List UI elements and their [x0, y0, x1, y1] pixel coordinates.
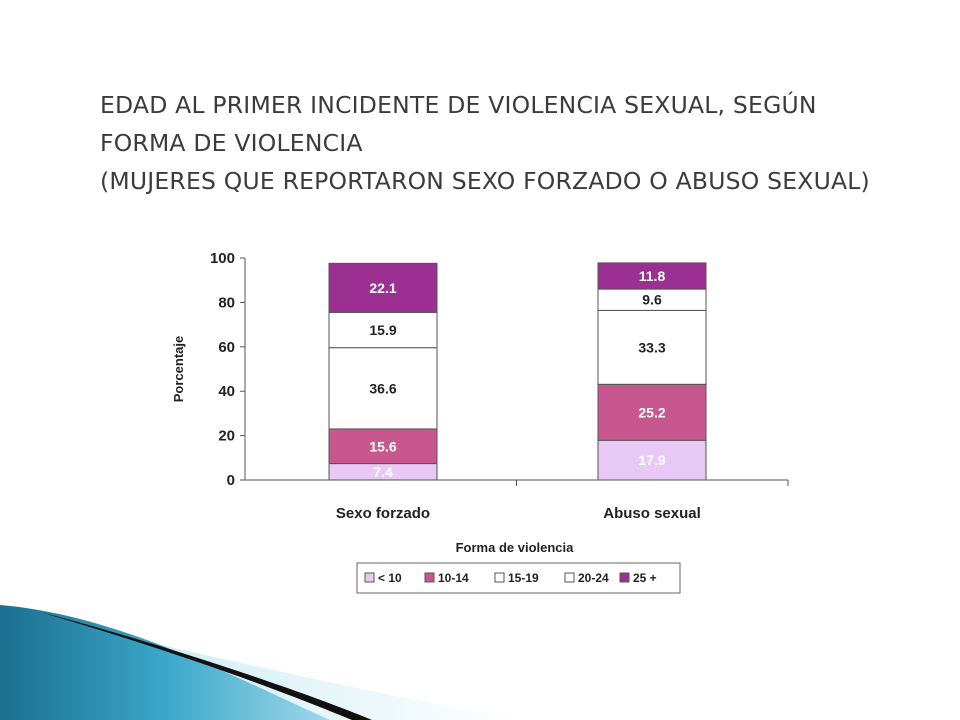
- slide-title: EDAD AL PRIMER INCIDENTE DE VIOLENCIA SE…: [100, 86, 920, 200]
- title-line-1: EDAD AL PRIMER INCIDENTE DE VIOLENCIA SE…: [100, 91, 817, 119]
- x-tick-label: Sexo forzado: [336, 505, 430, 522]
- data-label: 7.4: [373, 464, 393, 480]
- title-line-2: FORMA DE VIOLENCIA: [100, 129, 363, 157]
- title-line-3: (MUJERES QUE REPORTARON SEXO FORZADO O A…: [100, 167, 870, 195]
- data-label: 22.1: [369, 280, 396, 296]
- y-tick-label: 60: [218, 339, 235, 356]
- data-label: 17.9: [638, 452, 665, 468]
- legend-label: 10-14: [438, 571, 469, 585]
- bar-segment: [328, 262, 438, 313]
- data-label: 9.6: [642, 292, 662, 308]
- legend-swatch: [424, 572, 435, 583]
- bar-segment: [597, 262, 707, 290]
- x-axis-title: Forma de violencia: [456, 540, 575, 555]
- legend-swatch: [564, 572, 575, 583]
- bar-segment: [597, 383, 707, 441]
- legend-swatch: [619, 572, 630, 583]
- legend-label: 25 +: [633, 571, 657, 585]
- data-label: 25.2: [638, 404, 665, 420]
- legend-swatch: [364, 572, 375, 583]
- y-tick-label: 80: [218, 294, 235, 311]
- legend-label: 15-19: [508, 571, 539, 585]
- y-tick-label: 40: [218, 383, 235, 400]
- decoration-dark-wedge: [40, 612, 372, 720]
- data-label: 15.9: [369, 322, 396, 338]
- decoration-blue-wave: [0, 605, 330, 720]
- y-tick-label: 100: [210, 250, 235, 267]
- y-tick-label: 0: [227, 472, 235, 489]
- bar-segment: [328, 347, 438, 430]
- data-label: 11.8: [639, 268, 666, 284]
- bar-segment: [597, 309, 707, 385]
- data-label: 33.3: [638, 339, 665, 355]
- data-label: 36.6: [369, 380, 396, 396]
- x-tick-label: Abuso sexual: [603, 505, 701, 522]
- legend-label: 20-24: [578, 571, 609, 585]
- bar-segment: [328, 428, 438, 465]
- y-tick-label: 20: [218, 428, 235, 445]
- y-axis-title: Porcentaje: [171, 336, 186, 402]
- data-label: 15.6: [369, 438, 396, 454]
- legend-swatch: [494, 572, 505, 583]
- legend-label: < 10: [378, 571, 402, 585]
